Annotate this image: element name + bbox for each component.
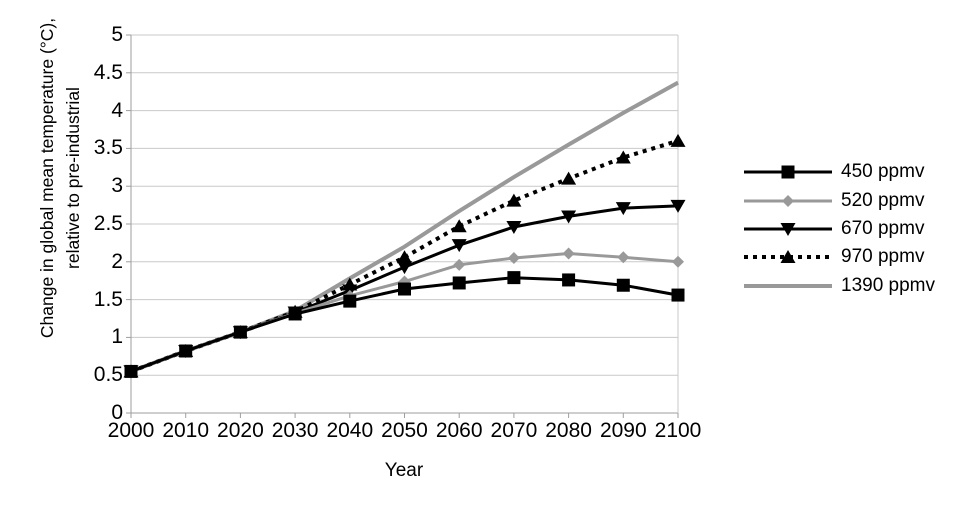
triangle-down-marker	[615, 202, 631, 216]
y-tick-label: 0	[111, 401, 123, 424]
square-marker	[452, 276, 466, 290]
triangle-down-marker-icon	[744, 222, 832, 236]
legend-item: 970 ppmv	[742, 243, 935, 271]
square-marker	[781, 165, 795, 179]
y-tick-label: 3	[111, 174, 123, 198]
diamond-marker	[453, 258, 466, 271]
x-tick-label: 2050	[381, 419, 428, 442]
triangle-down-marker	[397, 261, 412, 275]
y-tick-label: 4.5	[93, 60, 123, 84]
diamond-marker-icon	[744, 194, 832, 207]
triangle-up-marker-icon	[744, 250, 832, 264]
diamond-marker	[562, 247, 575, 260]
x-tick-label: 2100	[654, 419, 702, 442]
legend-item: 670 ppmv	[742, 215, 935, 243]
x-tick-label: 2000	[107, 419, 155, 442]
legend: 450 ppmv 520 ppmv 670 ppmv 970 ppmv 1390…	[742, 158, 935, 300]
x-tick-label: 2070	[490, 419, 538, 442]
x-tick-label: 2040	[326, 419, 374, 442]
legend-item: 1390 ppmv	[742, 272, 935, 300]
square-marker	[233, 325, 247, 339]
diamond-marker	[507, 252, 520, 265]
x-tick-label: 2030	[271, 419, 319, 442]
triangle-up-marker	[615, 150, 631, 164]
triangle-down-marker	[670, 199, 686, 213]
triangle-up-marker	[670, 133, 686, 147]
square-marker	[179, 344, 193, 358]
y-tick-label: 3.5	[93, 136, 123, 160]
square-marker	[507, 271, 521, 285]
x-tick-label: 2010	[162, 419, 210, 442]
y-tick-label: 1	[111, 325, 123, 349]
diamond-marker	[782, 194, 794, 207]
legend-item: 450 ppmv	[742, 158, 935, 186]
y-tick-label: 2.5	[93, 212, 123, 235]
triangle-down-marker	[561, 210, 577, 224]
series-1390-ppmv	[130, 80, 679, 374]
triangle-up-marker	[506, 193, 522, 207]
triangle-up-marker	[780, 250, 796, 264]
triangle-up-marker	[397, 250, 412, 264]
x-tick-label: 2060	[435, 419, 483, 442]
square-marker	[124, 364, 138, 378]
series-line	[130, 80, 679, 374]
legend-item: 520 ppmv	[742, 186, 935, 214]
triangle-up-marker	[451, 219, 467, 233]
square-marker	[288, 307, 302, 321]
diamond-marker	[672, 255, 684, 268]
series-line	[130, 138, 679, 374]
x-tick-label: 2080	[545, 419, 592, 442]
square-marker-icon	[744, 165, 832, 179]
x-tick-label: 2090	[599, 419, 647, 442]
x-axis-title: Year	[384, 460, 424, 481]
square-marker	[616, 278, 630, 292]
y-tick-label: 0.5	[93, 363, 123, 387]
y-tick-label: 5	[111, 23, 123, 46]
series-450-ppmv	[124, 271, 685, 378]
legend-label: 1390 ppmv	[841, 274, 936, 296]
square-marker	[398, 282, 411, 296]
plain-line-icon	[744, 283, 832, 288]
legend-label: 520 ppmv	[841, 189, 925, 211]
legend-label: 670 ppmv	[841, 217, 925, 239]
y-tick-label: 4	[111, 98, 123, 122]
square-marker	[343, 294, 357, 308]
square-marker	[562, 273, 576, 287]
y-tick-label: 1.5	[93, 287, 123, 311]
triangle-up-marker	[561, 171, 577, 185]
diamond-marker	[617, 251, 630, 264]
triangle-down-marker	[506, 221, 522, 235]
triangle-down-marker	[780, 222, 796, 236]
legend-label: 970 ppmv	[841, 246, 925, 268]
square-marker	[671, 288, 685, 302]
y-tick-label: 2	[111, 249, 123, 273]
x-tick-label: 2020	[217, 419, 264, 442]
triangle-down-marker	[451, 239, 467, 253]
legend-label: 450 ppmv	[841, 161, 925, 183]
